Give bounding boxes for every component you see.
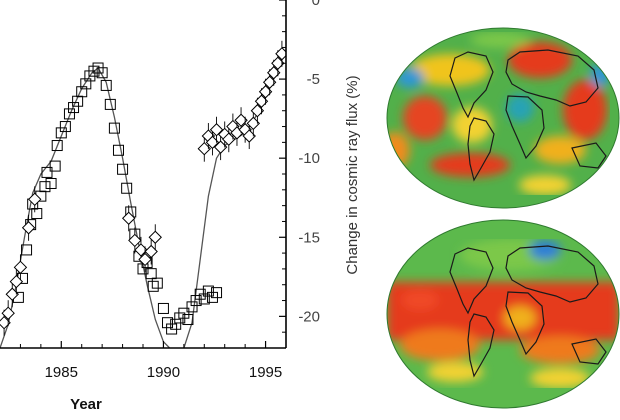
global-map-top xyxy=(386,27,620,209)
map-bottom-outline xyxy=(386,219,620,409)
square-point-10 xyxy=(49,160,61,172)
map-top-outline xyxy=(386,27,620,209)
series-2-trend-line xyxy=(0,67,171,348)
global-map-bottom xyxy=(386,219,620,409)
map-bottom-anomaly-field xyxy=(387,239,619,388)
y-tick-label-0: 0 xyxy=(312,0,320,9)
square-point-28 xyxy=(121,182,133,194)
square-point-27 xyxy=(117,163,129,175)
square-point-37 xyxy=(157,302,169,314)
diamond-point-4 xyxy=(13,260,28,275)
map-top-anomaly-field xyxy=(387,32,610,195)
square-point-25 xyxy=(108,122,120,134)
square-point-13 xyxy=(59,121,71,133)
square-point-43 xyxy=(182,314,194,326)
square-point-5 xyxy=(31,208,43,220)
square-point-36 xyxy=(151,277,163,289)
square-point-40 xyxy=(170,318,182,330)
square-point-50 xyxy=(211,287,223,299)
map-bottom-coastlines xyxy=(449,245,607,378)
diamond-point-7 xyxy=(121,211,136,225)
map-top-coastlines xyxy=(449,49,607,182)
square-point-48 xyxy=(202,285,214,297)
square-point-2 xyxy=(21,244,33,256)
y-tick-label-4: -20 xyxy=(298,308,320,325)
square-point-9 xyxy=(45,177,57,189)
square-point-11 xyxy=(51,140,63,152)
y-tick-label-2: -10 xyxy=(298,150,320,167)
diamond-point-5 xyxy=(21,221,36,235)
diamond-point-10 xyxy=(138,252,152,267)
square-point-35 xyxy=(147,280,159,292)
square-point-12 xyxy=(55,127,67,139)
square-point-44 xyxy=(186,301,198,313)
square-point-34 xyxy=(145,268,157,280)
y-axis-label: Change in cosmic ray flux (%) xyxy=(344,75,361,274)
diamond-point-12 xyxy=(148,230,162,244)
square-point-47 xyxy=(198,293,210,305)
diamond-point-1 xyxy=(1,306,15,320)
y-axis-ticks: 0 -5 -10 -15 -20 xyxy=(279,0,320,333)
square-point-23 xyxy=(100,79,112,91)
x-tick-label-0: 1985 xyxy=(45,364,78,381)
x-tick-label-2: 1995 xyxy=(249,364,282,381)
square-point-38 xyxy=(162,317,174,329)
x-axis-label: Year xyxy=(70,396,102,413)
diamond-point-8 xyxy=(128,233,142,248)
time-series-chart: 1985 1990 1995 Year 0 -5 -10 -15 -20 Change in… xyxy=(0,0,361,413)
square-point-17 xyxy=(76,86,88,98)
square-point-8 xyxy=(41,166,53,178)
x-axis-ticks: 1985 1990 1995 xyxy=(19,341,282,381)
square-point-45 xyxy=(190,295,202,307)
square-point-22 xyxy=(96,67,108,79)
square-point-42 xyxy=(178,307,190,319)
square-point-20 xyxy=(88,65,100,77)
square-point-16 xyxy=(72,95,84,107)
x-tick-label-1: 1990 xyxy=(147,364,180,381)
y-tick-label-1: -5 xyxy=(307,71,320,88)
square-point-15 xyxy=(68,102,80,114)
square-point-24 xyxy=(104,98,116,110)
diamond-point-6 xyxy=(28,192,42,207)
square-point-14 xyxy=(63,108,75,120)
square-point-26 xyxy=(112,144,124,156)
square-point-7 xyxy=(39,181,51,193)
square-point-18 xyxy=(80,78,92,90)
diamond-point-16 xyxy=(209,123,224,137)
y-tick-label-3: -15 xyxy=(298,229,320,246)
plot-series-group xyxy=(0,40,286,348)
